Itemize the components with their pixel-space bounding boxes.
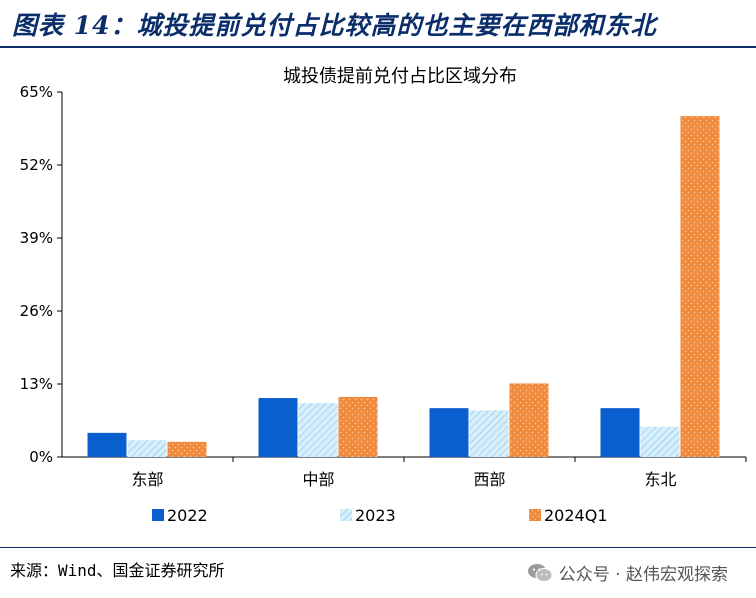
y-tick-label: 39% [20, 229, 53, 247]
legend-label: 2024Q1 [544, 506, 608, 525]
axes: 0% 13% 26% 39% 52% 65% 东部 中部 西部 东北 [20, 83, 747, 489]
wechat-icon [527, 563, 553, 582]
y-tick-label: 65% [20, 83, 53, 101]
y-tick-label: 13% [20, 375, 53, 393]
y-tick-label: 52% [20, 156, 53, 174]
bar [680, 116, 720, 458]
title-rule [0, 46, 756, 48]
bar [87, 432, 127, 457]
footer-rule [0, 547, 756, 548]
x-tick-label: 东部 [131, 470, 163, 489]
watermark: 公众号 · 赵伟宏观探索 [527, 560, 728, 585]
bar-chart: 城投债提前兑付占比区域分布 0%13%26%39%52%65%东部 中部 西部 东北 … [20, 66, 747, 525]
bar [640, 426, 680, 457]
bar [298, 403, 338, 457]
bar [600, 408, 640, 457]
bar [167, 441, 207, 457]
source-note: 来源：Wind、国金证券研究所 [10, 561, 225, 580]
chart-title: 城投债提前兑付占比区域分布 [283, 66, 517, 87]
figure-title: 图表 14：城投提前兑付占比较高的也主要在西部和东北 [12, 11, 657, 40]
x-tick-label: 西部 [473, 470, 505, 489]
watermark-text: 公众号 · 赵伟宏观探索 [558, 565, 728, 585]
legend-swatch [152, 509, 164, 521]
legend-swatch [340, 509, 352, 521]
bar [338, 396, 378, 457]
legend-swatch [529, 509, 541, 521]
y-tick-label: 26% [20, 302, 53, 320]
bar [258, 398, 298, 457]
bar [127, 440, 167, 457]
bar [429, 408, 469, 457]
bar [469, 410, 509, 457]
bars [87, 116, 720, 458]
x-tick-label: 中部 [302, 470, 334, 489]
bar [509, 383, 549, 457]
legend-label: 2022 [167, 506, 208, 525]
legend-label: 2023 [355, 506, 396, 525]
legend: 2022 2023 2024Q1 [152, 506, 608, 525]
y-tick-label: 0% [29, 448, 53, 466]
x-tick-label: 东北 [644, 470, 676, 489]
